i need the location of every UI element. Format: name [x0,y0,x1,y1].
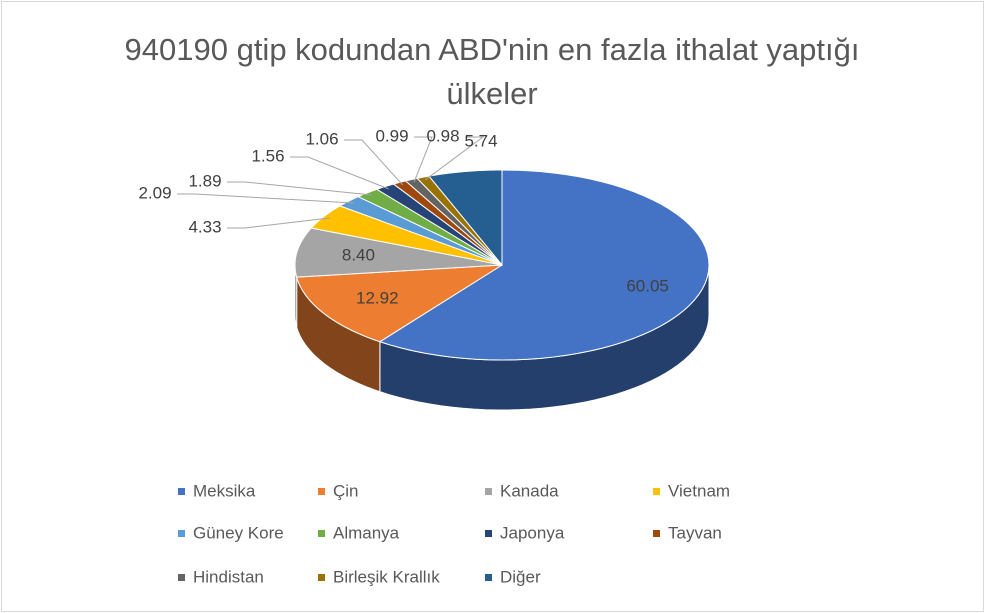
pie-slice [338,196,503,266]
leader-line [344,139,404,186]
data-label: 12.92 [356,288,399,307]
legend-swatch [318,530,325,537]
pie-slice [294,227,503,278]
legend-label: Kanada [500,481,559,500]
legend-label: Çin [333,481,359,500]
legend-swatch [318,574,325,581]
legend-label: Vietnam [668,481,730,500]
pie-slice [416,175,503,266]
leader-line [290,156,389,190]
data-label: 5.74 [464,131,497,150]
data-label: 1.89 [188,171,221,190]
data-label: 8.40 [342,245,375,264]
pie-slice [375,183,503,266]
pie-slice [392,180,503,266]
legend-swatch [653,488,660,495]
pie-slice [378,169,710,361]
data-label: 60.05 [626,276,669,295]
legend-label: Güney Kore [193,523,284,542]
pie-slice [296,264,503,343]
data-label: 1.06 [305,129,338,148]
leader-line [425,136,485,181]
leader-line [413,136,433,183]
legend-swatch [318,488,325,495]
data-label: 4.33 [188,217,221,236]
legend-label: Japonya [500,523,565,542]
legend-label: Tayvan [668,523,722,542]
legend-swatch [178,574,185,581]
legend-swatch [485,488,492,495]
legend-swatch [485,574,492,581]
leader-line [177,193,354,204]
legend-label: Diğer [500,567,541,586]
legend-swatch [485,530,492,537]
legend-label: Almanya [333,523,400,542]
data-label: 0.99 [375,126,408,145]
legend-label: Hindistan [193,567,264,586]
pie-slice [310,205,503,266]
legend-swatch [178,488,185,495]
legend-label: Meksika [193,481,256,500]
leader-line [227,217,330,229]
legend-swatch [178,530,185,537]
pie-slice [357,188,503,266]
data-label: 0.98 [426,126,459,145]
leader-line [227,181,372,196]
legend-swatch [653,530,660,537]
pie-slice [428,169,503,267]
data-label: 1.56 [251,146,284,165]
data-label: 2.09 [138,183,171,202]
chart-title: 940190 gtip kodundan ABD'nin en fazla it… [124,32,860,111]
legend-label: Birleşik Krallık [333,567,440,586]
